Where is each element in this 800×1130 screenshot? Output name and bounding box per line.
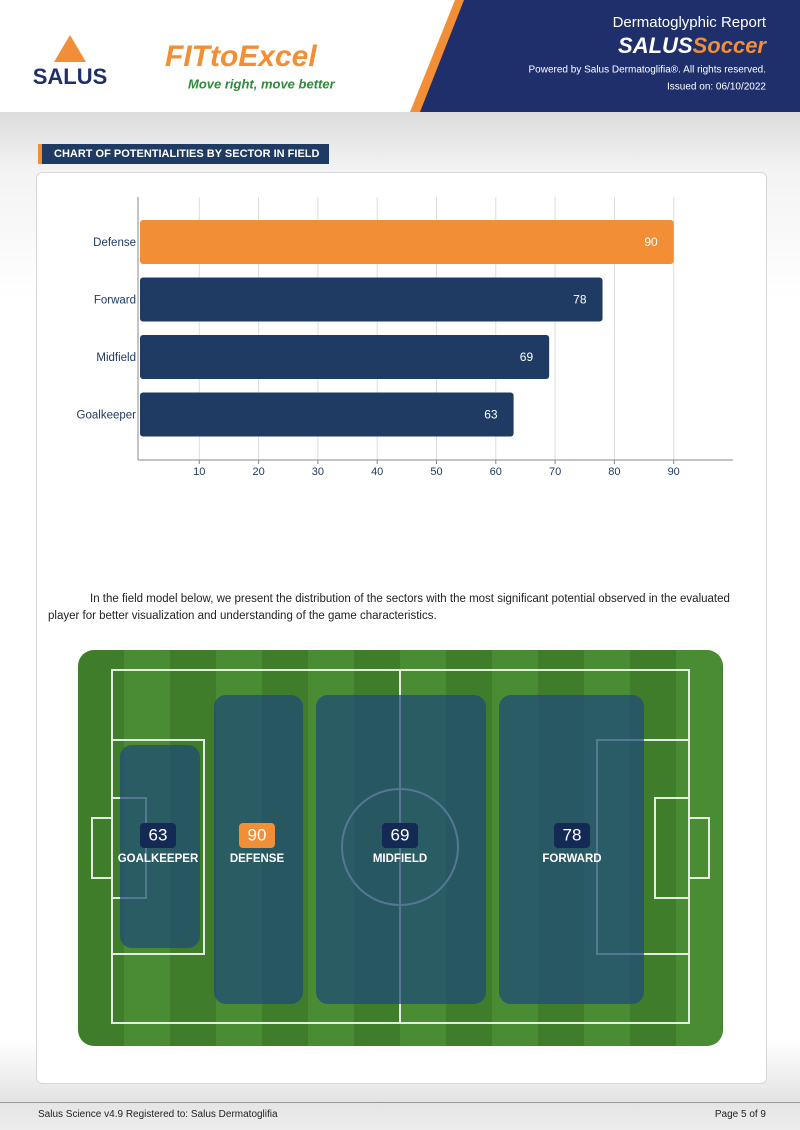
x-tick-label: 90	[668, 466, 680, 478]
product: SALUSSoccer	[618, 33, 767, 58]
product-a: SALUS	[618, 33, 693, 58]
brand-icon	[54, 35, 86, 62]
bar-value-label: 63	[484, 408, 498, 422]
zone-value: 63	[149, 825, 168, 844]
field: 63 GOALKEEPER 90 DEFENSE 69 MIDFIELD 78 FORWARD	[78, 650, 723, 1046]
x-tick-label: 10	[193, 466, 205, 478]
x-tick-label: 30	[312, 466, 324, 478]
bar-value-label: 90	[644, 235, 658, 249]
y-tick-label: Midfield	[96, 352, 136, 364]
y-tick-label: Defense	[93, 237, 136, 249]
y-tick-label: Goalkeeper	[77, 410, 137, 422]
zone-badge	[239, 823, 275, 848]
zone-label: MIDFIELD	[373, 853, 427, 865]
zone-badge	[554, 823, 590, 848]
x-tick-label: 20	[252, 466, 264, 478]
footer: Salus Science v4.9 Registered to: Salus …	[0, 1102, 800, 1120]
header: SALUS FITtoExcel Move right, move better…	[0, 0, 800, 112]
bar	[140, 277, 603, 322]
issued: Issued on: 06/10/2022	[667, 82, 766, 93]
zone-labels: 63 GOALKEEPER 90 DEFENSE 69 MIDFIELD 78 FORWARD	[118, 823, 602, 865]
powered: Powered by Salus Dermatoglifia®. All rig…	[529, 65, 766, 76]
x-tick-label: 50	[430, 466, 442, 478]
chart: 10 20 30 40 50 60 70 80 90 Defense 90 Forward 78 Midf…	[77, 197, 733, 478]
footer-right: Page 5 of 9	[714, 1109, 766, 1120]
report-title: Dermatoglyphic Report	[613, 14, 767, 31]
zone-badge	[140, 823, 176, 848]
paragraph: In the field model below, we present the…	[48, 593, 730, 622]
bar	[140, 335, 550, 379]
logo-tagline: Move right, move better	[188, 76, 336, 91]
x-tick-label: 40	[371, 466, 383, 478]
bar	[140, 392, 514, 437]
zone-label: FORWARD	[542, 853, 601, 865]
section-title: CHART OF POTENTIALITIES BY SECTOR IN FIE…	[38, 144, 330, 164]
bar-value-label: 78	[573, 293, 587, 307]
logo-main: FITtoExcel	[165, 40, 317, 73]
zone-value: 78	[563, 825, 582, 844]
bar	[140, 220, 674, 264]
footer-left: Salus Science v4.9 Registered to: Salus …	[38, 1109, 278, 1120]
x-tick-label: 70	[549, 466, 561, 478]
x-tick-label: 80	[608, 466, 620, 478]
brand: SALUS	[33, 64, 108, 89]
bar-value-label: 69	[520, 350, 534, 364]
header-panel	[420, 0, 800, 112]
zone-label: DEFENSE	[230, 853, 285, 865]
y-tick-label: Forward	[94, 295, 136, 307]
product-b: Soccer	[693, 33, 768, 58]
x-tick-label: 60	[490, 466, 502, 478]
zone-label: GOALKEEPER	[118, 853, 199, 865]
zone-value: 69	[391, 825, 410, 844]
zone-value: 90	[248, 825, 267, 844]
zone-badge	[382, 823, 418, 848]
